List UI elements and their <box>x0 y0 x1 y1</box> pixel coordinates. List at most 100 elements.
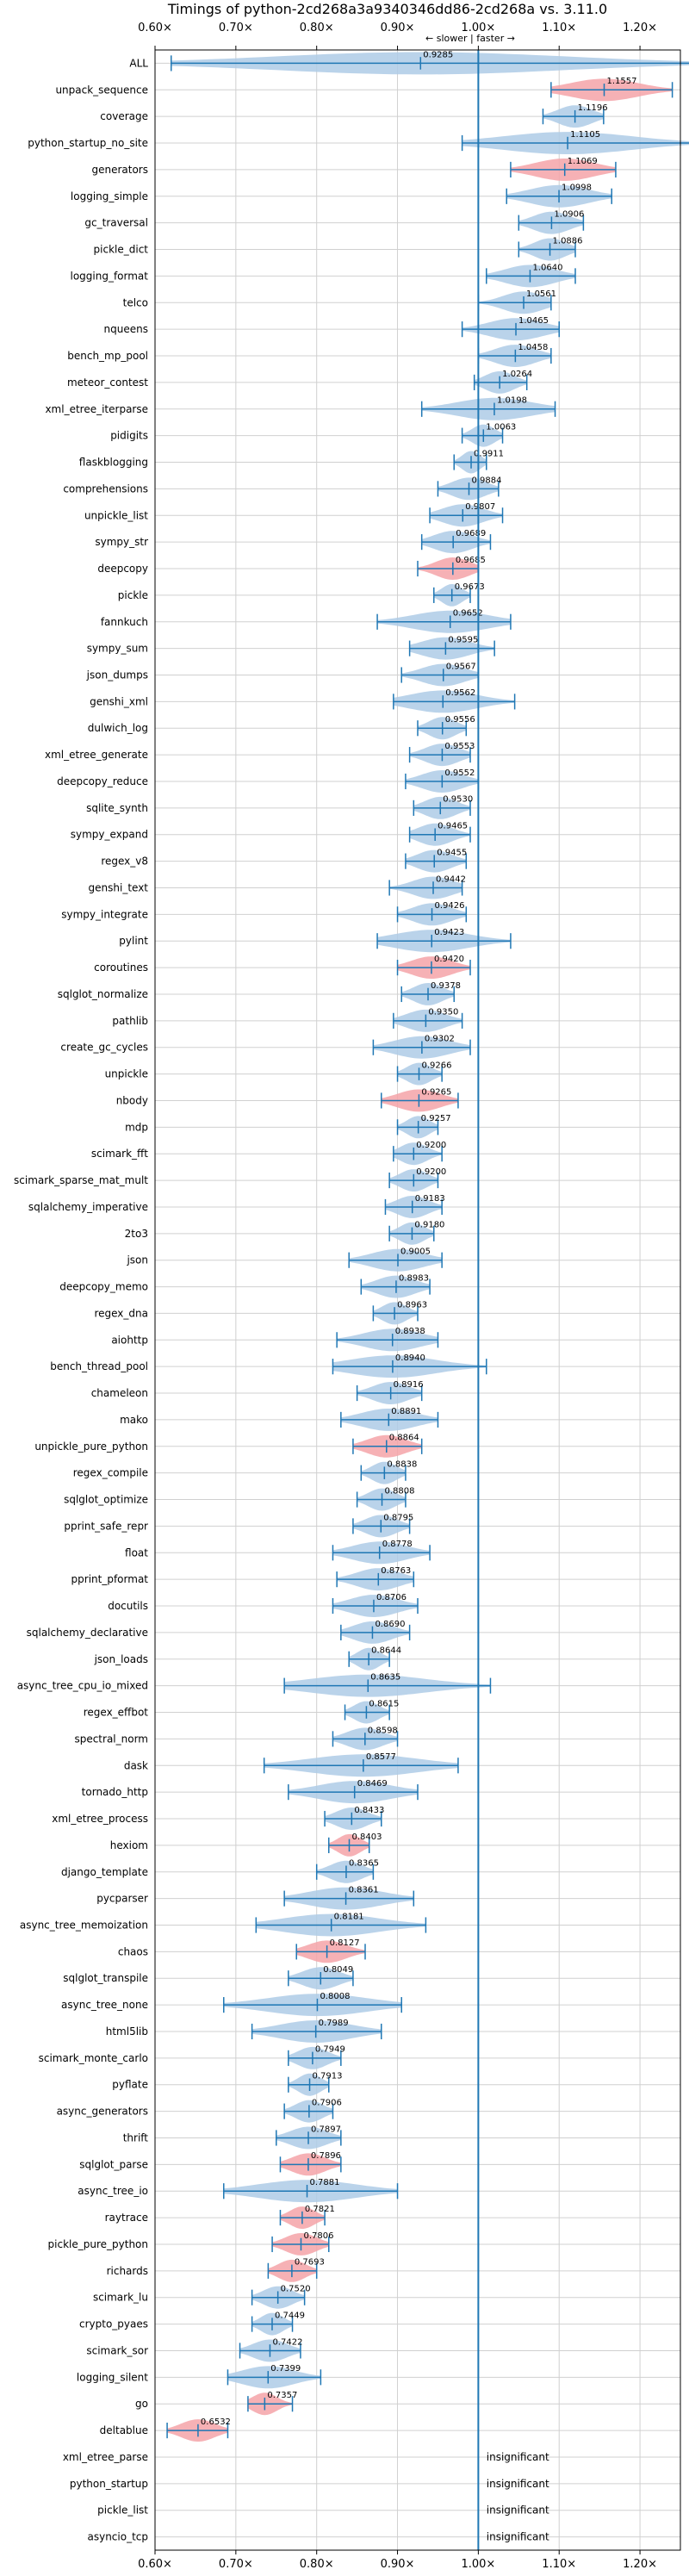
benchmark-label: sqlglot_normalize <box>58 988 148 1000</box>
x-tick-label-bottom: 0.60× <box>138 2558 172 2571</box>
median-label: 0.8008 <box>320 1992 350 2001</box>
violin-layer <box>166 52 689 2442</box>
benchmark-label: pathlib <box>112 1015 148 1027</box>
median-label: 0.8365 <box>349 1859 379 1869</box>
median-label: 0.9265 <box>421 1087 451 1097</box>
median-label: 0.6532 <box>201 2417 231 2427</box>
benchmark-label: coroutines <box>94 961 148 974</box>
benchmark-label: async_generators <box>57 2106 148 2118</box>
median-label: 0.8838 <box>387 1460 417 1470</box>
benchmark-label: regex_compile <box>73 1467 148 1479</box>
median-label: 0.8808 <box>385 1486 415 1496</box>
median-label: 0.9530 <box>443 795 473 805</box>
benchmark-label: nbody <box>116 1094 148 1106</box>
x-tick-label-top: 0.80× <box>300 22 334 34</box>
median-label: 0.9442 <box>436 874 466 884</box>
median-label: 0.8049 <box>323 1965 353 1975</box>
benchmark-label: pickle_dict <box>94 244 149 256</box>
benchmark-label: tornado_http <box>82 1786 148 1798</box>
benchmark-label: regex_v8 <box>101 856 148 868</box>
median-label: 1.0998 <box>562 184 592 193</box>
median-label: 0.9911 <box>474 449 504 458</box>
median-label: 0.9884 <box>471 476 501 485</box>
median-label: 0.8763 <box>381 1566 411 1576</box>
x-tick-label-top: 0.60× <box>138 22 172 34</box>
median-label: 0.9465 <box>438 822 468 831</box>
median-label: 0.7881 <box>310 2178 340 2187</box>
median-label: 0.8181 <box>334 1912 364 1921</box>
benchmark-label: bench_mp_pool <box>67 350 148 362</box>
benchmark-label: unpickle_list <box>84 509 148 521</box>
benchmark-label: xml_etree_parse <box>63 2451 148 2463</box>
median-label: 0.8598 <box>368 1726 398 1735</box>
benchmark-label: 2to3 <box>125 1228 148 1240</box>
median-label: 1.0063 <box>486 423 516 432</box>
median-label: 0.9423 <box>434 928 464 937</box>
median-label: 0.7821 <box>305 2205 335 2214</box>
median-label: 0.8127 <box>330 1938 360 1948</box>
benchmark-label: sympy_sum <box>87 643 148 655</box>
axes-layer: 0.60× 0.60× 0.70× 0.70× 0.80× 0.80× 0.90× 0.90×… <box>138 22 681 2571</box>
benchmark-label: genshi_xml <box>90 695 148 707</box>
benchmark-label: pyflate <box>112 2079 148 2091</box>
median-label: 0.7357 <box>267 2391 297 2400</box>
benchmark-label: pickle <box>118 589 148 601</box>
median-label: 0.8983 <box>399 1273 429 1283</box>
median-label: 0.9562 <box>445 688 475 698</box>
benchmark-label: richards <box>107 2265 148 2277</box>
median-label: 0.8891 <box>391 1407 421 1416</box>
median-label: 1.0906 <box>554 210 584 220</box>
benchmark-label: pprint_safe_repr <box>64 1520 148 1532</box>
benchmark-label: telco <box>123 296 148 308</box>
x-tick-label-bottom: 1.10× <box>542 2558 576 2571</box>
median-label: 1.1196 <box>578 103 608 113</box>
median-label: 0.9200 <box>416 1167 446 1177</box>
median-label: 0.9420 <box>434 955 464 964</box>
benchmark-label: flaskblogging <box>79 457 148 469</box>
median-label: 1.1105 <box>570 130 600 140</box>
median-label: 0.8433 <box>354 1806 384 1815</box>
benchmark-label: scimark_fft <box>91 1148 148 1160</box>
benchmark-label: deltablue <box>100 2424 148 2436</box>
median-label: 0.7693 <box>295 2258 325 2268</box>
benchmark-label: docutils <box>108 1600 148 1612</box>
benchmark-label: mako <box>120 1414 148 1426</box>
benchmark-label: meteor_contest <box>67 376 148 389</box>
benchmark-label: sqlalchemy_imperative <box>28 1201 148 1213</box>
median-label: 0.9257 <box>421 1114 451 1123</box>
benchmark-label: fannkuch <box>101 616 148 628</box>
x-tick-label-top: 0.70× <box>219 22 253 34</box>
benchmark-label: sqlalchemy_declarative <box>27 1627 148 1639</box>
median-label: 1.0264 <box>502 370 532 379</box>
median-label: 1.0465 <box>518 316 549 326</box>
axis-direction-note: ← slower | faster → <box>425 33 515 44</box>
median-label: 0.9807 <box>465 502 495 512</box>
benchmark-label: pickle_pure_python <box>48 2238 148 2250</box>
benchmark-label: create_gc_cycles <box>60 1042 148 1054</box>
benchmark-label: regex_dna <box>94 1307 148 1319</box>
benchmark-label: async_tree_io <box>78 2185 148 2197</box>
benchmark-label: python_startup <box>70 2478 148 2490</box>
insignificant-label: insignificant <box>487 2504 549 2517</box>
benchmark-label: json_dumps <box>86 669 148 681</box>
chart-title: Timings of python-2cd268a3a9340346dd86-2… <box>167 1 607 17</box>
median-label: 0.7896 <box>311 2151 341 2161</box>
benchmark-label: json <box>126 1254 148 1266</box>
median-label: 0.7989 <box>319 2019 349 2028</box>
median-label: 0.8361 <box>349 1885 379 1895</box>
x-tick-label-bottom: 0.90× <box>381 2558 415 2571</box>
benchmark-label: python_startup_no_site <box>28 137 148 149</box>
benchmark-label: unpack_sequence <box>55 84 148 96</box>
median-label: 0.7913 <box>313 2072 343 2081</box>
benchmark-label: chaos <box>118 1945 148 1957</box>
median-label: 0.8864 <box>389 1434 419 1443</box>
x-tick-label-top: 0.90× <box>381 22 415 34</box>
median-label: 0.7520 <box>281 2285 311 2294</box>
benchmark-label: asyncio_tcp <box>87 2531 148 2543</box>
benchmark-label: pycparser <box>96 1893 148 1905</box>
x-tick-label-bottom: 1.00× <box>461 2558 495 2571</box>
benchmark-label: deepcopy_memo <box>59 1281 148 1293</box>
median-label: 1.0458 <box>518 343 548 352</box>
benchmark-label: logging_silent <box>77 2371 148 2383</box>
label-layer: ALL 0.9285 unpack_sequence 1.1557 coverage 1.… <box>14 50 636 2542</box>
